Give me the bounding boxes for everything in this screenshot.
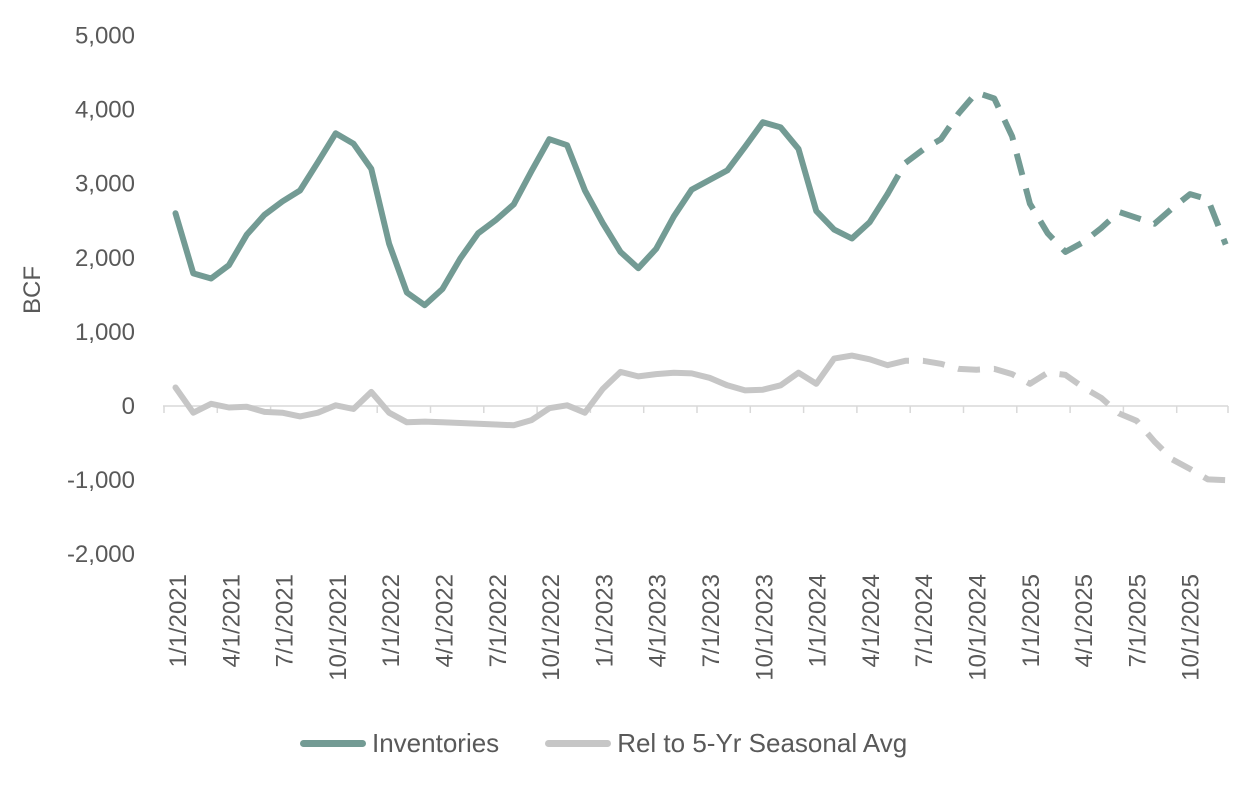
x-tick-label: 10/1/2025	[1178, 574, 1205, 681]
series-line-inventories-actual	[172, 119, 891, 309]
series-line-rel-seasonal-avg-forecast	[886, 357, 1226, 484]
x-axis: 1/1/2021 4/1/2021 7/1/2021 10/1/2021 1/1/202…	[163, 405, 1229, 681]
y-axis-ticks: 5,000 4,000 3,000 2,000 1,000 0 -1,000 -2,000	[67, 23, 135, 569]
x-tick-label: 4/1/2025	[1071, 574, 1098, 667]
x-tick-label: 7/1/2023	[698, 574, 725, 667]
y-tick-label: 1,000	[75, 319, 135, 346]
y-tick-label: 2,000	[75, 245, 135, 272]
y-tick-label: -1,000	[67, 467, 135, 494]
x-tick-label: 4/1/2023	[645, 574, 672, 667]
y-tick-label: 0	[122, 393, 135, 420]
legend-swatch-rel-seasonal-avg	[545, 740, 612, 747]
series-line-inventories-forecast	[884, 89, 1229, 255]
series-lines	[172, 89, 1229, 484]
x-tick-label: 10/1/2022	[538, 574, 565, 681]
legend-item-rel-seasonal-avg: Rel to 5-Yr Seasonal Avg	[545, 728, 907, 759]
y-tick-label: -2,000	[67, 541, 135, 568]
legend-label-rel-seasonal-avg: Rel to 5-Yr Seasonal Avg	[617, 728, 908, 758]
x-tick-label: 4/1/2024	[858, 574, 885, 667]
x-tick-label: 7/1/2021	[272, 574, 299, 667]
x-tick-label: 1/1/2022	[378, 574, 405, 667]
x-tick-label: 7/1/2024	[911, 574, 938, 667]
legend: Inventories Rel to 5-Yr Seasonal Avg	[300, 728, 953, 759]
y-tick-label: 4,000	[75, 97, 135, 124]
legend-item-inventories: Inventories	[300, 728, 499, 759]
x-tick-label: 1/1/2025	[1018, 574, 1045, 667]
line-chart: 5,000 4,000 3,000 2,000 1,000 0 -1,000 -2,000 1…	[19, 23, 1229, 681]
x-tick-label: 10/1/2023	[751, 574, 778, 681]
x-tick-label: 1/1/2021	[165, 574, 192, 667]
x-tick-label: 10/1/2024	[965, 574, 992, 681]
legend-swatch-inventories	[300, 740, 366, 747]
x-tick-label: 1/1/2024	[805, 574, 832, 667]
x-tick-label: 4/1/2022	[432, 574, 459, 667]
y-tick-label: 3,000	[75, 171, 135, 198]
x-tick-label: 10/1/2021	[325, 574, 352, 681]
x-tick-label: 1/1/2023	[591, 574, 618, 667]
x-tick-label: 7/1/2022	[485, 574, 512, 667]
legend-label-inventories: Inventories	[372, 728, 500, 758]
x-tick-label: 4/1/2021	[218, 574, 245, 667]
x-tick-label: 7/1/2025	[1124, 574, 1151, 667]
y-axis-title: BCF	[19, 266, 46, 314]
series-line-rel-seasonal-avg-actual	[172, 352, 891, 429]
y-tick-label: 5,000	[75, 23, 135, 50]
